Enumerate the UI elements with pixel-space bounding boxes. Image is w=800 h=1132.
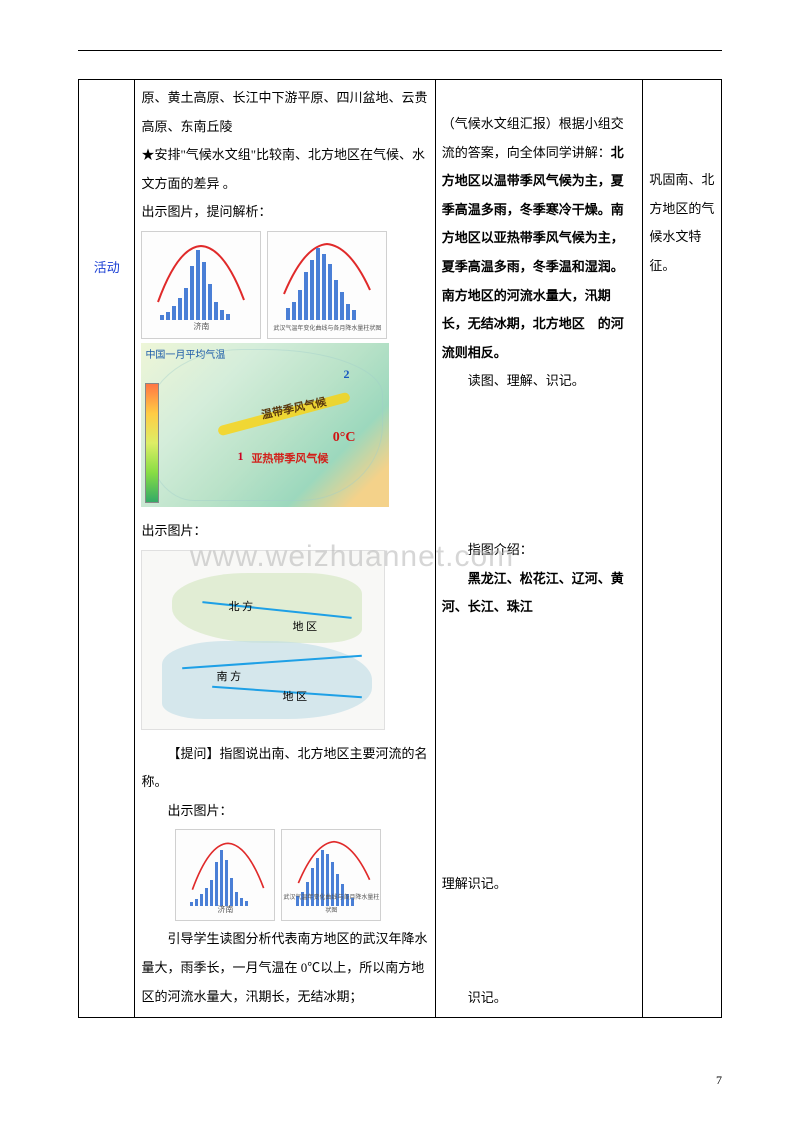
marker-1: 1 [237,443,243,469]
question-text: 【提问】指图说出南、北方地区主要河流的名称。 [141,740,428,797]
purpose-text: 巩固南、北方地区的气候水文特征。 [649,166,715,280]
jinan-chart: 济南 [141,231,261,339]
page: 活动 原、黄土高原、长江中下游平原、四川盆地、云贵高原、东南丘陵 ★安排"气候水… [0,0,800,1132]
china-climate-map: 中国一月平均气温 0°C 温带季风气候 亚热带季风气候 1 2 [141,343,389,507]
area-label-2: 地 区 [282,685,307,709]
show-image-2: 出示图片： [141,517,428,546]
north-label: 北 方 [228,595,253,619]
show-image-1: 出示图片，提问解析： [141,198,428,227]
activity-label: 活动 [94,260,120,275]
show-image-3: 出示图片： [141,797,428,826]
china-rivers-map: 北 方 地 区 南 方 地 区 [141,550,385,730]
table-row: 活动 原、黄土高原、长江中下游平原、四川盆地、云贵高原、东南丘陵 ★安排"气候水… [79,80,722,1018]
chart-caption: 济南 [142,318,260,336]
wuhan-chart: 武汉气温年变化曲线与各月降水量柱状图 [267,231,387,339]
cell-activity-label: 活动 [79,80,135,1018]
conclusion-text: 引导学生读图分析代表南方地区的武汉年降水量大，雨季长，一月气温在 0℃以上，所以… [141,925,428,1011]
area-label: 地 区 [292,615,317,639]
arrange-text: ★安排"气候水文组"比较南、北方地区在气候、水文方面的差异 。 [141,141,428,198]
climate-charts-2: 济南 武汉气温年变化曲线与各月降水量柱状图 [175,829,428,921]
south-label: 南 方 [216,665,241,689]
climate-charts-1: 济南 武汉气温年变化曲线与各月降水量柱状图 [141,231,428,339]
cell-teacher-activity: 原、黄土高原、长江中下游平原、四川盆地、云贵高原、东南丘陵 ★安排"气候水文组"… [135,80,435,1018]
report-bold: 北方地区以温带季风气候为主，夏季高温多雨，冬季寒冷干燥。南方地区以亚热带季风气候… [442,145,624,360]
chart-caption: 济南 [176,901,274,919]
precip-bars [286,248,356,320]
lesson-table: 活动 原、黄土高原、长江中下游平原、四川盆地、云贵高原、东南丘陵 ★安排"气候水… [78,79,722,1018]
chart-caption: 武汉气温年变化曲线与各月降水量柱状图 [282,892,380,918]
precip-bars [160,250,230,320]
subtropical-label: 亚热带季风气候 [251,447,328,471]
point-map-lead: 指图介绍： [442,536,637,565]
rivers-list: 黑龙江、松花江、辽河、黄河、长江、珠江 [442,565,637,622]
report-para: （气候水文组汇报）根据小组交流的答案，向全体同学讲解：北方地区以温带季风气候为主… [442,110,637,367]
understand-memorize: 理解识记。 [442,870,637,899]
precip-bars [190,850,248,906]
wuhan-chart-2: 武汉气温年变化曲线与各月降水量柱状图 [281,829,381,921]
cell-student-activity: （气候水文组汇报）根据小组交流的答案，向全体同学讲解：北方地区以温带季风气候为主… [435,80,643,1018]
marker-2: 2 [343,361,349,387]
zero-isotherm-label: 0°C [333,423,356,454]
report-lead: （气候水文组汇报）根据小组交流的答案，向全体同学讲解： [442,116,624,160]
south-region-icon [162,641,372,719]
top-rule [78,50,722,51]
read-understand: 读图、理解、识记。 [442,367,637,396]
chart-caption: 武汉气温年变化曲线与各月降水量柱状图 [268,323,386,336]
legend-icon [145,383,159,503]
landforms-text: 原、黄土高原、长江中下游平原、四川盆地、云贵高原、东南丘陵 [141,84,428,141]
page-number: 7 [716,1073,722,1088]
memorize: 识记。 [442,984,637,1013]
jinan-chart-2: 济南 [175,829,275,921]
cell-purpose: 巩固南、北方地区的气候水文特征。 [643,80,722,1018]
